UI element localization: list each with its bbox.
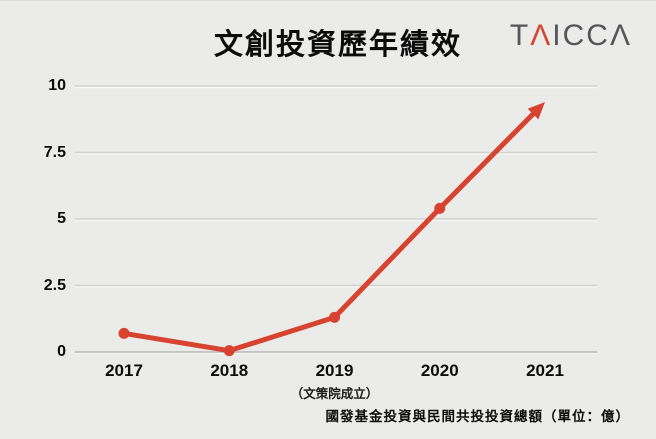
chart-caption: 國發基金投資與民間共投投資總額（單位：億）	[325, 409, 630, 424]
chart-title: 文創投資歷年績效	[213, 29, 462, 61]
data-line	[121, 109, 538, 354]
x-tick-label: 2019 （文策院成立）	[275, 361, 395, 402]
logo-letter-a-red: Λ	[530, 19, 553, 52]
y-tick-label: 10	[48, 77, 66, 94]
logo-letters-icca: ICCΛ	[552, 19, 632, 52]
x-tick-label: 2020	[420, 361, 459, 380]
y-tick-label: 0	[57, 343, 66, 360]
data-point	[118, 327, 130, 339]
taicca-logo: TΛICCΛ	[510, 21, 632, 51]
x-tick-label: 2018	[210, 361, 249, 380]
x-tick-sublabel: （文策院成立）	[290, 387, 379, 401]
data-point	[329, 311, 340, 323]
y-tick-label: 5	[57, 210, 66, 227]
logo-letter-t: T	[509, 19, 531, 52]
data-point	[223, 345, 235, 357]
x-tick-label: 2017	[105, 361, 143, 380]
y-tick-label: 2.5	[43, 276, 66, 294]
arrowhead	[527, 101, 545, 120]
x-tick-label: 2021	[526, 361, 564, 380]
y-tick-label: 7.5	[43, 143, 66, 161]
data-point	[434, 202, 446, 214]
